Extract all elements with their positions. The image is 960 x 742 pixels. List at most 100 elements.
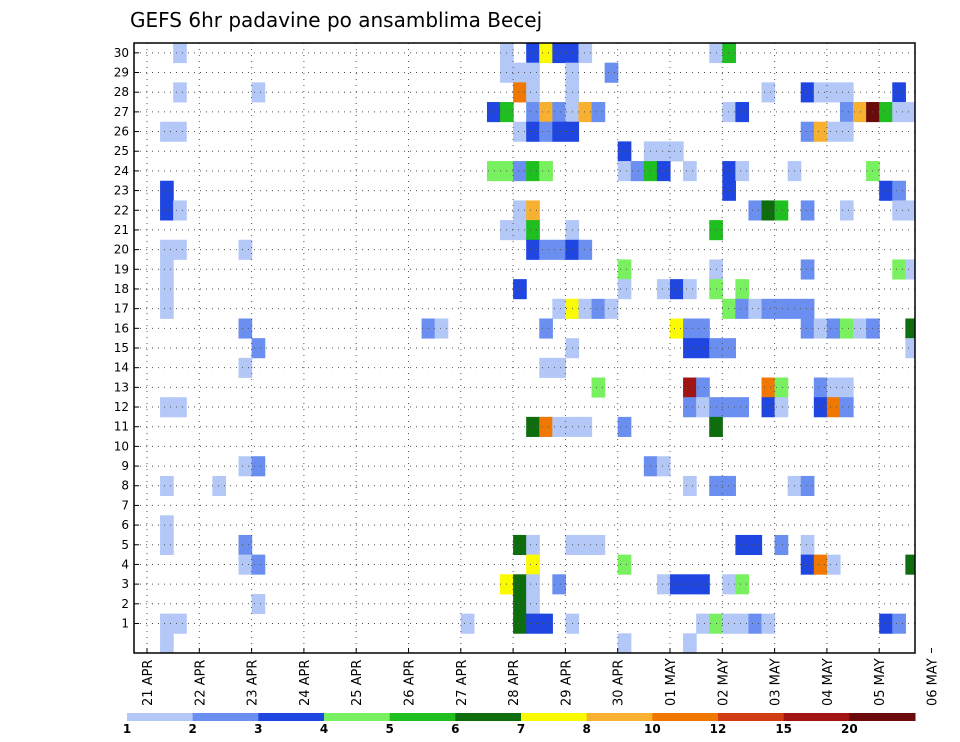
heatmap-cell: [892, 259, 906, 280]
y-tick-label: 3: [121, 577, 129, 591]
heatmap-cell: [552, 239, 566, 260]
heatmap-cell: [173, 239, 187, 260]
heatmap-cell: [800, 318, 815, 339]
heatmap-cell: [539, 318, 553, 339]
heatmap-cell: [173, 121, 187, 142]
heatmap-cell: [722, 338, 736, 359]
y-tick-label: 27: [114, 105, 129, 119]
heatmap-cell: [251, 456, 266, 477]
heatmap-cell: [761, 613, 776, 634]
colorbar-swatch: [849, 713, 916, 721]
heatmap-cell: [160, 180, 174, 201]
heatmap-cell: [722, 574, 736, 595]
y-tick-label: 17: [114, 302, 129, 316]
heatmap-cell: [552, 574, 566, 595]
heatmap-cell: [513, 121, 527, 142]
x-tick-label: 02 MAY: [716, 658, 731, 706]
y-tick-label: 19: [114, 262, 129, 276]
heatmap-cell: [826, 554, 841, 575]
heatmap-cell: [905, 338, 915, 359]
heatmap-cell: [905, 200, 915, 221]
heatmap-cell: [735, 161, 750, 182]
heatmap-cell: [826, 318, 841, 339]
heatmap-cell: [160, 633, 174, 654]
x-tick-label: 24 APR: [298, 660, 313, 706]
x-tick-label: 22 APR: [193, 660, 208, 706]
heatmap-cell: [160, 475, 174, 496]
heatmap-cell: [526, 62, 540, 83]
heatmap-cell: [513, 220, 527, 241]
heatmap-cell: [800, 200, 815, 221]
heatmap-cell: [460, 613, 475, 634]
heatmap-cell: [892, 180, 906, 201]
heatmap-cell: [630, 161, 645, 182]
x-tick-label: 06 MAY: [926, 658, 941, 706]
heatmap-cell: [160, 279, 174, 300]
x-axis-ticks: 21 APR 22 APR 23 APR 24 APR 25 APR 26 APR 27 A…: [141, 648, 941, 706]
heatmap-cell: [722, 475, 736, 496]
heatmap-cell: [905, 554, 915, 575]
colorbar-label: 20: [841, 722, 858, 736]
y-tick-label: 25: [114, 144, 129, 158]
x-tick-label: 29 APR: [559, 660, 574, 706]
heatmap-cell: [683, 633, 697, 654]
heatmap-cell: [591, 377, 606, 398]
heatmap-cell: [617, 554, 632, 575]
x-tick-label: 27 APR: [455, 660, 470, 706]
x-tick-label: 05 MAY: [873, 658, 888, 706]
heatmap-cell: [578, 102, 593, 123]
heatmap-cell: [552, 357, 566, 378]
heatmap-cell: [670, 141, 684, 162]
y-tick-label: 22: [114, 203, 129, 217]
heatmap-cell: [748, 613, 763, 634]
heatmap-cell: [513, 62, 527, 83]
colorbar-label: 15: [775, 722, 792, 736]
heatmap-cell: [578, 298, 593, 319]
heatmap-cell: [761, 200, 776, 221]
heatmap-cell: [513, 534, 527, 556]
heatmap-cell: [774, 377, 789, 398]
heatmap-cell: [905, 102, 915, 123]
heatmap-cell: [526, 102, 540, 123]
y-tick-label: 13: [114, 380, 129, 394]
heatmap-cell: [160, 613, 174, 634]
heatmap-cell: [552, 298, 566, 319]
colorbar-swatch: [521, 713, 588, 721]
heatmap-cell: [761, 397, 776, 418]
heatmap-cell: [670, 318, 684, 339]
y-tick-label: 11: [114, 420, 129, 434]
heatmap-cell: [238, 456, 253, 477]
heatmap-cell: [683, 279, 697, 300]
heatmap-cell: [826, 82, 841, 103]
heatmap-cell: [434, 318, 449, 339]
heatmap-cell: [552, 102, 566, 123]
heatmap-cell: [905, 318, 915, 339]
heatmap-cell: [800, 554, 815, 575]
heatmap-cell: [526, 574, 540, 595]
heatmap-cell: [722, 298, 736, 319]
heatmap-cell: [761, 298, 776, 319]
heatmap-cell: [826, 377, 841, 398]
heatmap-cell: [591, 298, 606, 319]
colorbar-label: 6: [451, 722, 459, 736]
heatmap-cell: [526, 239, 540, 260]
heatmap-cell: [761, 377, 776, 398]
heatmap-cell: [892, 200, 906, 221]
heatmap-cell: [800, 259, 815, 280]
heatmap-cell: [774, 534, 789, 556]
heatmap-cell: [526, 161, 540, 182]
colorbar-swatch: [455, 713, 522, 721]
colorbar-swatch: [389, 713, 456, 721]
heatmap-cell: [735, 102, 750, 123]
heatmap-cell: [539, 416, 553, 437]
y-tick-label: 1: [121, 616, 129, 630]
heatmap-cell: [526, 534, 540, 556]
heatmap-cell: [238, 534, 253, 556]
y-tick-label: 29: [114, 66, 129, 80]
heatmap-cell: [656, 456, 671, 477]
heatmap-cell: [591, 534, 606, 556]
heatmap-cell: [839, 102, 854, 123]
heatmap-cell: [513, 574, 527, 595]
heatmap-cell: [800, 121, 815, 142]
heatmap-cell: [892, 613, 906, 634]
